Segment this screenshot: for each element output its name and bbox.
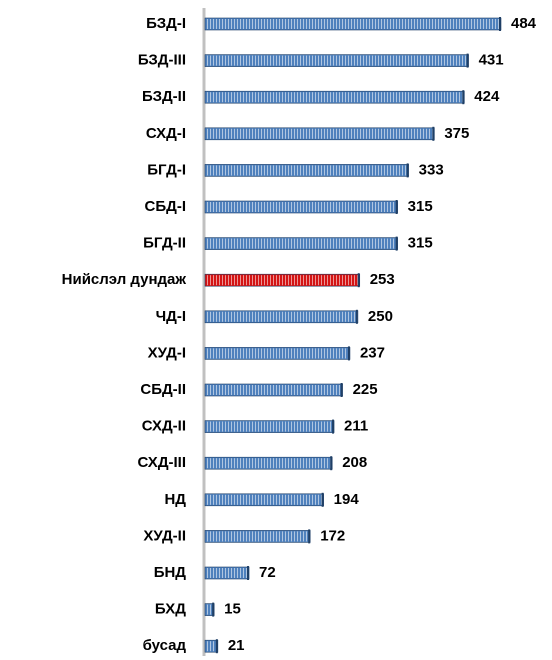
category-label: Нийслэл дундаж [62,271,187,288]
value-label: 225 [353,381,378,398]
bar-cap [406,163,409,178]
category-label: БЗД-III [138,52,186,69]
bar-texture [205,238,398,249]
category-label: ХУД-I [148,344,186,361]
bar-texture [205,531,311,542]
value-label: 172 [320,527,345,544]
category-label: ЧД-I [156,308,186,325]
bar-texture [205,128,435,139]
bar-texture [205,311,358,322]
bar-texture [205,55,469,66]
category-label: БЗД-I [146,15,186,32]
bar-texture [205,348,350,359]
category-label: БНД [154,564,187,581]
value-label: 21 [228,637,245,654]
bar-cap [212,602,215,617]
value-label: 424 [474,88,500,105]
bar-cap [395,200,398,214]
bar-cap [499,17,501,31]
bar-cap [247,566,250,580]
value-label: 237 [360,344,385,361]
value-label: 250 [368,308,393,325]
category-label: БГД-I [147,161,186,178]
bar-cap [466,53,469,68]
value-label: 333 [419,161,444,178]
category-label: НД [164,491,186,508]
bar-cap [332,419,335,434]
value-label: 315 [408,235,433,252]
bar-texture [205,19,501,29]
value-label: 431 [479,52,504,69]
bar-texture [205,202,398,212]
category-label: бусад [143,637,187,654]
category-label: СХД-II [142,418,186,435]
category-label: БХД [155,601,186,618]
bar-texture [205,421,335,432]
category-label: СХД-III [138,454,186,471]
bar-texture [205,92,465,103]
value-label: 194 [334,491,360,508]
bar-texture [205,458,333,469]
bar-cap [355,309,358,324]
bar-cap [462,90,465,105]
bar-cap [340,383,343,397]
value-label: 484 [511,15,537,32]
bar-cap [347,346,350,361]
bar-cap [432,126,435,141]
bar-cap [395,236,398,251]
value-label: 315 [408,198,433,215]
bar-texture [205,494,324,505]
value-label: 208 [342,454,367,471]
category-label: ХУД-II [143,527,186,544]
category-label: СБД-II [140,381,186,398]
category-label: СБД-I [145,198,186,215]
category-label: БЗД-II [142,88,186,105]
value-label: 15 [224,601,241,618]
bar-texture [205,275,360,286]
bar-cap [308,529,311,544]
bar-cap [330,456,333,471]
bar-cap [357,273,360,288]
bar-cap [321,492,324,507]
bar-texture [205,385,343,395]
category-label: БГД-II [143,235,186,252]
bar-texture [205,568,250,578]
value-label: 72 [259,564,276,581]
bar-cap [215,639,218,654]
value-label: 375 [444,125,469,142]
value-label: 253 [370,271,395,288]
bar-texture [205,604,215,615]
category-label: СХД-I [146,125,186,142]
value-label: 211 [344,418,368,435]
bar-texture [205,165,409,176]
bar-texture [205,641,218,652]
